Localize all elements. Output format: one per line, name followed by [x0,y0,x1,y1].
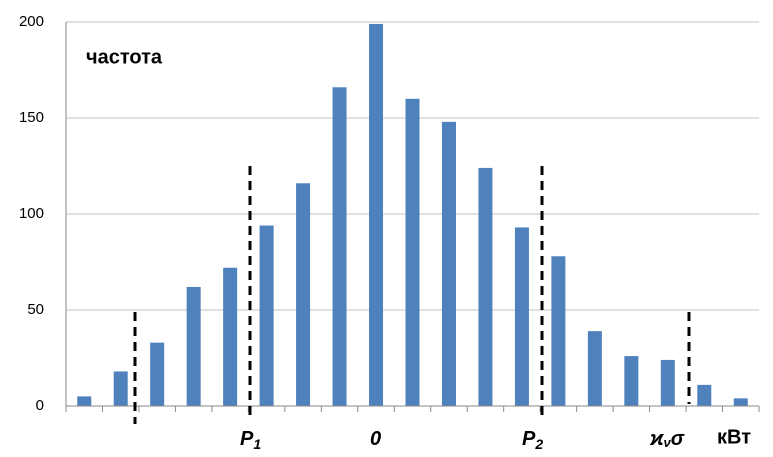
x-axis-label: кВт [717,426,751,448]
y-tick-label: 100 [19,205,44,222]
bar [259,225,274,406]
bar [697,384,712,406]
y-tick-label: 150 [19,109,44,126]
y-axis-label: частота [86,46,163,68]
bar [150,342,165,406]
annotation: P2 [522,428,543,451]
annotation: 0 [370,428,381,450]
bar [296,183,311,406]
bar [660,359,675,406]
annotation: ϰνσ [649,428,685,450]
y-tick-label: 50 [27,301,44,318]
annotation: P1 [240,428,261,451]
bar [369,23,384,406]
bar [587,331,602,406]
bar [186,286,201,406]
y-tick-label: 0 [36,397,44,414]
bar [441,121,456,406]
bar [405,98,420,407]
y-tick-label: 200 [19,13,44,30]
bar [77,396,92,406]
bar [223,267,238,406]
bar [733,398,748,406]
bar [332,87,347,406]
bar [478,167,493,406]
bar [514,227,529,406]
bar [551,256,566,406]
bar [113,371,128,406]
bar [624,356,639,406]
